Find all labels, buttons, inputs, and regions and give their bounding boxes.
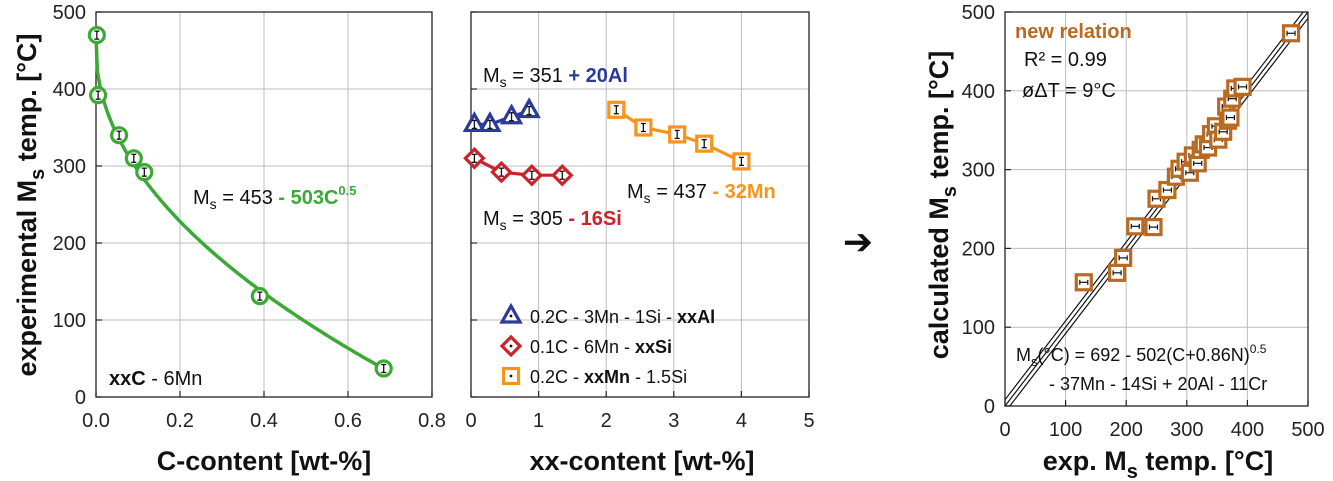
x-tick-label: 1 xyxy=(533,410,544,432)
y-tick-label: 100 xyxy=(53,310,86,332)
p2-frame xyxy=(470,11,810,398)
x-tick-label: 100 xyxy=(1049,419,1082,441)
x-tick-label: 0.4 xyxy=(250,410,278,432)
p2-legend-markers xyxy=(499,302,523,386)
y-tick-label: 200 xyxy=(53,233,86,255)
x-tick-label: 0 xyxy=(465,410,476,432)
legend-marker-dot xyxy=(509,314,513,318)
p3-markers xyxy=(1074,24,1301,292)
p3-formula-line2: - 37Mn - 14Si + 20Al - 11Cr xyxy=(1049,374,1267,394)
p1-xlabel: C-content [wt-%] xyxy=(157,446,371,476)
legend-marker-dot xyxy=(509,374,513,378)
series-si-line xyxy=(473,156,563,177)
p3-ylabel: calculated Ms temp. [°C] xyxy=(924,51,961,359)
panel-calculated-vs-experimental: 0 100 200 300 400 500 0 100 200 300 400 500 exp. Ms… xyxy=(924,2,1325,481)
y-tick-label: 0 xyxy=(75,387,86,409)
y-tick-label: 300 xyxy=(53,156,86,178)
y-tick-label: 500 xyxy=(962,2,995,24)
legend-entry-al: 0.2C - 3Mn - 1Si - xxAl xyxy=(530,307,715,327)
y-tick-label: 200 xyxy=(962,238,995,260)
arrow-icon: ➔ xyxy=(843,221,873,262)
x-tick-label: 500 xyxy=(1291,419,1324,441)
p3-ticks: 0 100 200 300 400 500 0 100 200 300 400 500 xyxy=(962,2,1325,441)
p1-grid xyxy=(96,12,432,397)
panel-c-content: 0.0 0.2 0.4 0.6 0.8 0 100 200 300 400 500 C-conten… xyxy=(12,2,446,476)
y-tick-label: 100 xyxy=(962,317,995,339)
p3-formula-line1: Ms(°C) = 692 - 502(C+0.86N)0.5 xyxy=(1016,342,1267,369)
p2-markers xyxy=(462,97,751,187)
x-tick-label: 0 xyxy=(999,419,1010,441)
y-tick-label: 500 xyxy=(53,2,86,24)
legend-marker-dot xyxy=(509,344,513,348)
x-tick-label: 300 xyxy=(1170,419,1203,441)
p3-title: new relation xyxy=(1015,21,1132,43)
x-tick-label: 3 xyxy=(668,410,679,432)
p2-xlabel: xx-content [wt-%] xyxy=(530,446,755,476)
p1-markers xyxy=(87,25,393,378)
p1-ticks: 0.0 0.2 0.4 0.6 0.8 0 100 200 300 400 500 xyxy=(53,2,446,432)
p3-frame xyxy=(1004,11,1309,407)
p1-label-xxc: xxC - 6Mn xyxy=(109,368,202,390)
x-tick-label: 5 xyxy=(803,410,814,432)
panel-xx-content: 0 1 2 3 4 5 xx-content [wt-%] Ms = 351 + 20Al… xyxy=(462,11,815,476)
p2-equation-mn: Ms = 437 - 32Mn xyxy=(627,181,776,206)
x-tick-label: 0.6 xyxy=(334,410,362,432)
p3-r2: R² = 0.99 xyxy=(1024,49,1107,71)
p1-equation: Ms = 453 - 503C0.5 xyxy=(193,183,357,212)
y-tick-label: 0 xyxy=(984,396,995,418)
x-tick-label: 4 xyxy=(736,410,747,432)
x-tick-label: 0.8 xyxy=(418,410,446,432)
legend-entry-si: 0.1C - 6Mn - xxSi xyxy=(530,337,672,357)
x-tick-label: 2 xyxy=(601,410,612,432)
legend-entry-mn: 0.2C - xxMn - 1.5Si xyxy=(530,367,687,387)
identity-line xyxy=(1005,12,1308,406)
p3-xlabel: exp. Ms temp. [°C] xyxy=(1043,446,1273,481)
x-tick-label: 0.0 xyxy=(82,410,110,432)
p2-grid xyxy=(471,12,809,397)
x-tick-label: 400 xyxy=(1231,419,1264,441)
y-tick-label: 400 xyxy=(962,81,995,103)
y-tick-label: 300 xyxy=(962,160,995,182)
p1-ylabel: experimental Ms temp. [°C] xyxy=(12,34,49,377)
p2-equation-si: Ms = 305 - 16Si xyxy=(483,208,622,233)
p2-legend: 0.2C - 3Mn - 1Si - xxAl 0.1C - 6Mn - xxS… xyxy=(499,302,715,387)
series-al-legend-marker xyxy=(499,302,523,324)
p3-grid xyxy=(1005,12,1308,406)
p3-mean-dt: øΔT = 9°C xyxy=(1022,80,1116,102)
x-tick-label: 0.2 xyxy=(166,410,194,432)
y-tick-label: 400 xyxy=(53,79,86,101)
p2-equation-al: Ms = 351 + 20Al xyxy=(483,65,628,90)
x-tick-label: 200 xyxy=(1110,419,1143,441)
tolerance-line xyxy=(1009,17,1308,406)
